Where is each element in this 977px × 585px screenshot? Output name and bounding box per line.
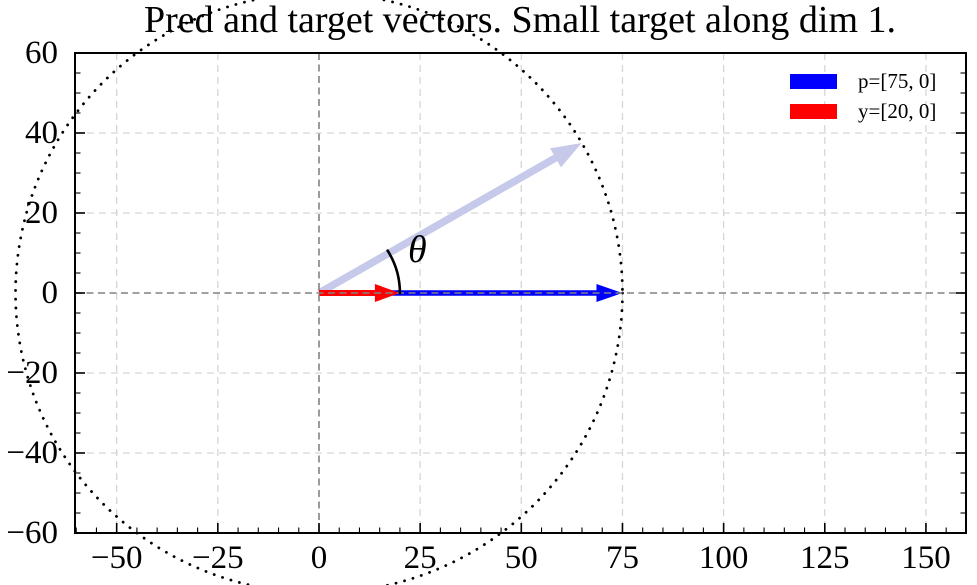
x-tick-label: 75 (605, 540, 639, 576)
y-tick-label: −20 (6, 355, 58, 391)
x-tick-label: −50 (90, 540, 143, 576)
x-tick-label: 25 (403, 540, 437, 576)
y-tick-label: 0 (41, 275, 59, 311)
angle-theta-label: θ (407, 229, 427, 272)
x-tick-label: 0 (310, 540, 328, 576)
y-tick-label: 40 (25, 115, 58, 151)
angle-arc (386, 249, 402, 295)
vector-shaft-pred-rotated (317, 153, 560, 297)
vector-head-pred-rotated (550, 143, 582, 168)
legend-label-target: y=[20, 0] (858, 98, 937, 123)
legend-entry-target: y=[20, 0] (790, 98, 936, 124)
legend-swatch-pred (790, 73, 837, 89)
x-tick-label: 50 (504, 540, 538, 576)
chart-title: Pred and target vectors. Small target al… (143, 0, 897, 41)
y-tick-label: −40 (6, 435, 58, 471)
x-tick-label: 150 (901, 540, 951, 576)
legend-label-pred: p=[75, 0] (858, 68, 937, 93)
legend-swatch-target (790, 103, 837, 119)
legend-entry-pred: p=[75, 0] (790, 68, 936, 94)
x-tick-label: 125 (800, 540, 850, 576)
y-tick-label: 60 (25, 35, 58, 71)
x-tick-label: 100 (698, 540, 749, 576)
y-tick-label: −60 (6, 515, 58, 551)
x-tick-label: −25 (192, 540, 244, 576)
y-tick-label: 20 (25, 195, 58, 231)
